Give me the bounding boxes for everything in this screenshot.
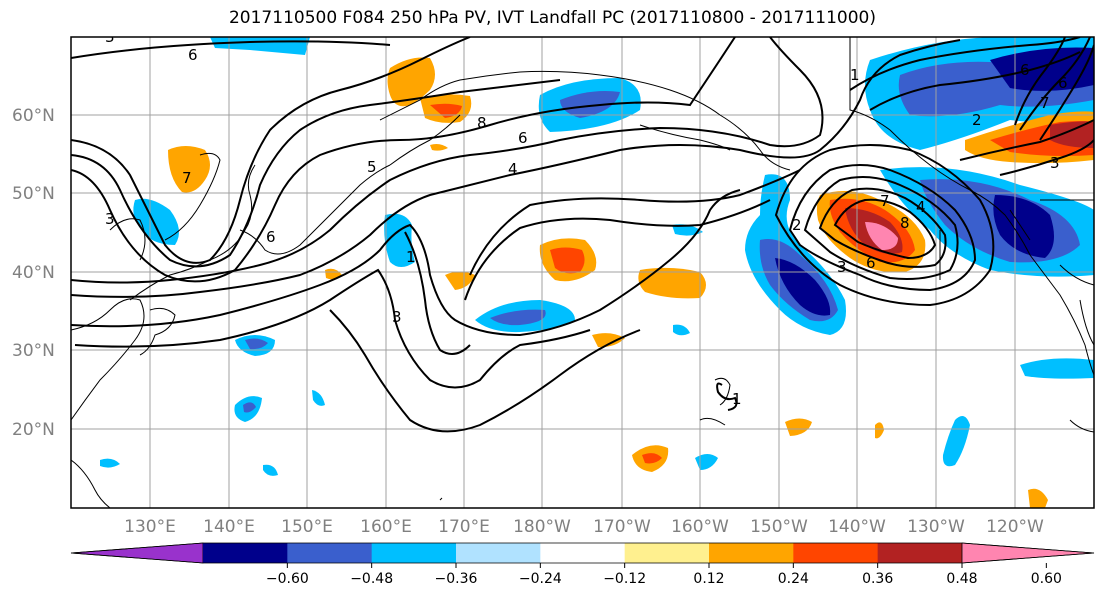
lon-label: 150°E (281, 517, 333, 537)
colorbar-segment (287, 543, 373, 563)
lon-label: 130°E (124, 517, 176, 537)
colorbar-tick-label: −0.12 (603, 571, 646, 587)
lat-label-20n: 20°N (12, 420, 55, 440)
contour-label: 8 (900, 214, 910, 232)
colorbar-extend-high (961, 542, 1095, 564)
contour-label: 6 (518, 129, 528, 147)
negative-anomaly-shading (100, 37, 1094, 476)
colorbar-tick-label: 0.48 (946, 571, 977, 587)
contour-label: 3 (392, 308, 402, 326)
latitude-labels: 60°N 50°N 40°N 30°N 20°N (12, 106, 55, 440)
contour-label: 4 (508, 160, 518, 178)
colorbar: −0.60 −0.48 −0.36 −0.24 −0.12 0.12 0.24 0.36 0.4… (70, 542, 1095, 587)
contour-label: 5 (367, 158, 377, 176)
colorbar-segment (540, 543, 626, 563)
colorbar-tick-label: 0.24 (778, 571, 809, 587)
map-border (70, 36, 1095, 509)
lat-label-50n: 50°N (12, 184, 55, 204)
colorbar-segment (709, 543, 794, 563)
contour-label: 6 (1058, 74, 1068, 92)
lat-label-60n: 60°N (12, 106, 55, 126)
contour-label: 1 (850, 66, 860, 84)
lon-label: 140°W (828, 517, 886, 537)
colorbar-segment (203, 543, 288, 563)
lat-label-30n: 30°N (12, 341, 55, 361)
contour-label: 1 (406, 248, 416, 266)
colorbar-tick-label: 0.60 (1031, 571, 1062, 587)
colorbar-segment (793, 543, 879, 563)
lon-label: 170°W (593, 517, 651, 537)
colorbar-segment (456, 543, 541, 563)
contour-label: 6 (1020, 61, 1030, 79)
lon-label: 170°E (438, 517, 490, 537)
contour-label: 1 (732, 390, 742, 408)
colorbar-segment (624, 543, 710, 563)
colorbar-tick-label: −0.36 (435, 571, 478, 587)
graticule (71, 37, 1094, 508)
lon-label: 140°E (203, 517, 255, 537)
colorbar-tick-label: −0.60 (266, 571, 309, 587)
colorbar-tick-label: −0.48 (350, 571, 393, 587)
colorbar-segment (877, 543, 963, 563)
colorbar-extend-low (70, 542, 204, 564)
contour-label: 3 (837, 258, 847, 276)
lon-label: 120°W (986, 517, 1044, 537)
colorbar-segment (371, 543, 457, 563)
contour-label: 3 (1050, 154, 1060, 172)
contour-label: 2 (972, 111, 982, 129)
contour-label: 7 (880, 192, 890, 210)
colorbar-tick-label: 0.12 (693, 571, 724, 587)
lon-label: 150°W (750, 517, 808, 537)
lon-label: 160°E (360, 517, 412, 537)
contour-label: 3 (105, 210, 115, 228)
contour-label: 2 (792, 216, 802, 234)
contour-label: 6 (266, 228, 276, 246)
contour-label: 3 (105, 28, 115, 46)
contour-label: 7 (182, 169, 192, 187)
contour-label: 6 (866, 254, 876, 272)
contour-label: 7 (1040, 94, 1050, 112)
lon-label: 160°W (671, 517, 729, 537)
contour-label: 6 (188, 46, 198, 64)
colorbar-frame (70, 542, 1095, 564)
contour-labels: 6 3 6 5 4 6 8 7 3 3 1 2 3 6 7 8 4 1 1 2 … (105, 28, 1068, 408)
map-title: 2017110500 F084 250 hPa PV, IVT Landfall… (228, 8, 876, 28)
contour-label: 8 (477, 114, 487, 132)
coastlines (71, 37, 1094, 508)
lon-label: 180°W (513, 517, 571, 537)
longitude-labels: 130°E 140°E 150°E 160°E 170°E 180°W 170°… (124, 517, 1044, 537)
pv-contours (71, 37, 1094, 433)
lat-label-40n: 40°N (12, 263, 55, 283)
contour-label: 4 (916, 198, 926, 216)
colorbar-tick-label: −0.24 (519, 571, 562, 587)
colorbar-tick-label: 0.36 (862, 571, 893, 587)
lon-label: 130°W (907, 517, 965, 537)
